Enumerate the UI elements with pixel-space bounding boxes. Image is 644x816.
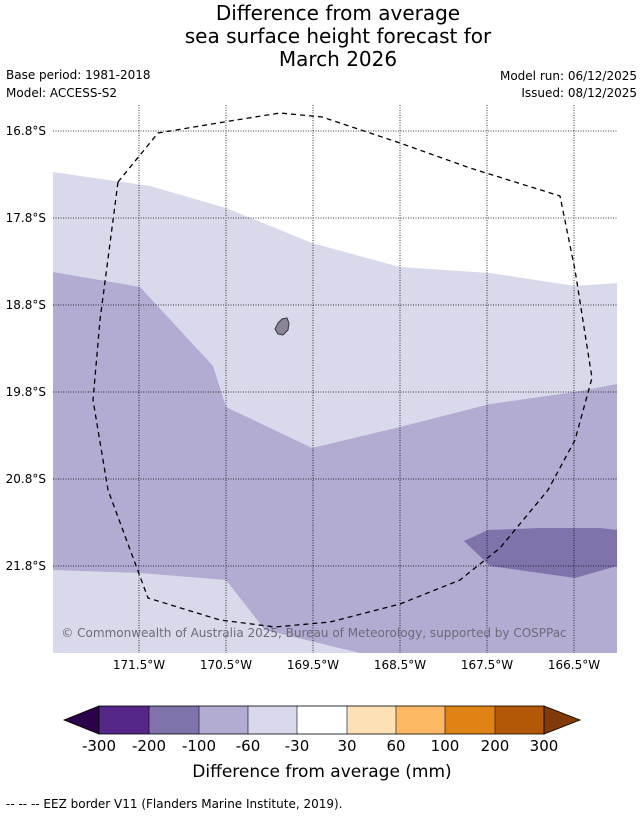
model-name: Model: ACCESS-S2 bbox=[6, 86, 118, 100]
colorbar-tick-label: -200 bbox=[131, 737, 167, 755]
gridlines bbox=[53, 105, 617, 653]
lat-labels: 16.8°S 17.8°S 18.8°S 19.8°S 20.8°S 21.8°… bbox=[6, 124, 46, 573]
lon-label: 166.5°W bbox=[548, 658, 600, 672]
colorbar-segment bbox=[347, 706, 396, 734]
lat-label: 21.8°S bbox=[6, 559, 46, 573]
base-period: Base period: 1981-2018 bbox=[6, 68, 151, 82]
lat-label: 20.8°S bbox=[6, 472, 46, 486]
colorbar-title: Difference from average (mm) bbox=[192, 762, 452, 782]
colorbar-tick-label: -30 bbox=[284, 737, 310, 755]
colorbar-segment bbox=[248, 706, 297, 734]
colorbar-tick-label: -300 bbox=[81, 737, 117, 755]
colorbar-tick-label: 200 bbox=[480, 737, 510, 755]
band-medium-lavender bbox=[53, 272, 617, 653]
colorbar-tick-label: 30 bbox=[337, 737, 357, 755]
issued-date: Issued: 08/12/2025 bbox=[521, 86, 637, 100]
colorbar-segment bbox=[149, 706, 199, 734]
colorbar-segment bbox=[99, 706, 149, 734]
colorbar bbox=[62, 705, 582, 735]
colorbar-segment bbox=[495, 706, 544, 734]
island-shape bbox=[274, 317, 290, 336]
colorbar-tick-label: -60 bbox=[235, 737, 261, 755]
lon-labels: 171.5°W 170.5°W 169.5°W 168.5°W 167.5°W … bbox=[113, 658, 600, 672]
band-dark-purple bbox=[464, 528, 617, 578]
lat-label: 18.8°S bbox=[6, 298, 46, 312]
colorbar-tick-label: 100 bbox=[430, 737, 460, 755]
colorbar-segment bbox=[445, 706, 495, 734]
colorbar-tick-label: 300 bbox=[529, 737, 559, 755]
title-line-1: Difference from average bbox=[215, 1, 461, 25]
colorbar-underflow-arrow bbox=[62, 705, 100, 735]
colorbar-segment bbox=[297, 706, 347, 734]
colorbar-overflow-arrow bbox=[543, 705, 582, 735]
lon-label: 171.5°W bbox=[113, 658, 165, 672]
colorbar-tick-label: -100 bbox=[181, 737, 217, 755]
title-line-3: March 2026 bbox=[278, 47, 398, 71]
lat-label: 19.8°S bbox=[6, 385, 46, 399]
colorbar-segment bbox=[396, 706, 445, 734]
title-line-2: sea surface height forecast for bbox=[184, 24, 492, 48]
colorbar-tick-label: 60 bbox=[386, 737, 406, 755]
lat-label: 17.8°S bbox=[6, 211, 46, 225]
eez-border bbox=[92, 112, 593, 628]
lon-label: 167.5°W bbox=[461, 658, 513, 672]
lon-label: 169.5°W bbox=[287, 658, 339, 672]
eez-footnote: -- -- -- EEZ border V11 (Flanders Marine… bbox=[6, 797, 343, 811]
lat-label: 16.8°S bbox=[6, 124, 46, 138]
copyright-text: © Commonwealth of Australia 2025, Bureau… bbox=[61, 626, 566, 640]
lon-label: 168.5°W bbox=[374, 658, 426, 672]
colorbar-segment bbox=[199, 706, 248, 734]
model-run: Model run: 06/12/2025 bbox=[499, 69, 637, 83]
lon-label: 170.5°W bbox=[200, 658, 252, 672]
